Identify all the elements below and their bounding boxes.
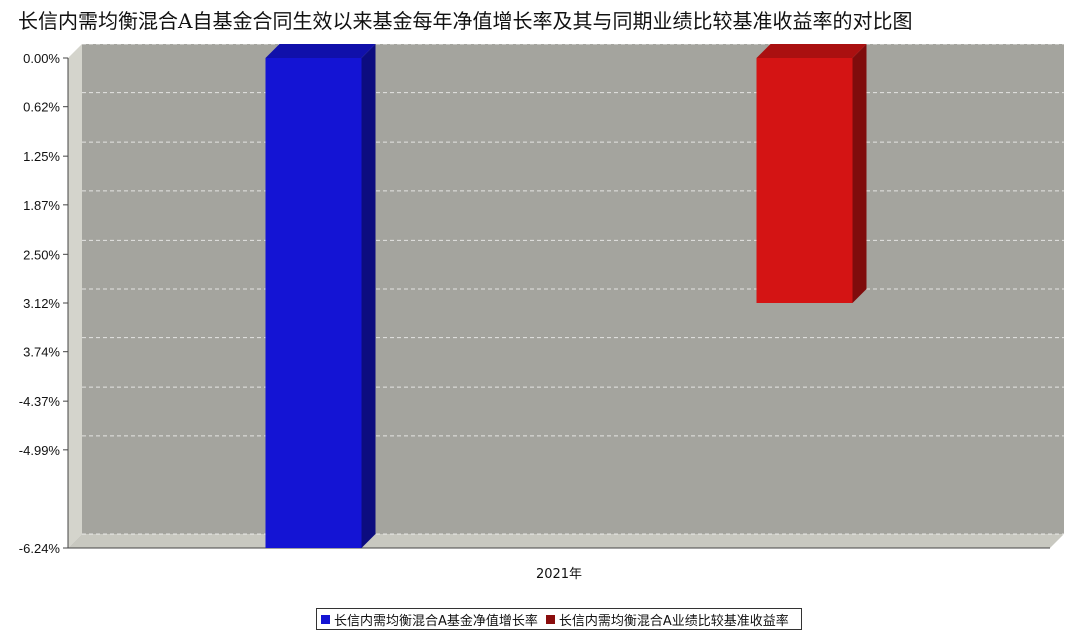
x-axis-ticks: 2021年 <box>536 567 582 582</box>
plot-background <box>67 44 1064 549</box>
y-tick-label: -6.24% <box>19 541 61 556</box>
legend-swatch-fund <box>321 614 330 624</box>
bar-top-benchmark <box>756 44 867 58</box>
bar-side-benchmark <box>852 44 867 303</box>
bar-top-fund <box>265 44 376 58</box>
grid-lines <box>82 43 1064 535</box>
legend-swatch-benchmark <box>545 614 555 624</box>
y-tick-label: 3.12% <box>23 296 60 311</box>
bar-fund <box>265 58 362 548</box>
chart-title: 长信内需均衡混合A自基金合同生效以来基金每年净值增长率及其与同期业绩比较基准收益… <box>18 9 913 33</box>
bars <box>265 44 867 548</box>
y-tick-label: -4.37% <box>19 394 61 409</box>
legend: 长信内需均衡混合A基金净值增长率 长信内需均衡混合A业绩比较基准收益率 <box>316 608 802 630</box>
y-tick-label: -4.99% <box>19 443 61 458</box>
y-tick-label: 0.62% <box>23 100 60 115</box>
y-tick-label: 1.87% <box>23 198 60 213</box>
y-tick-label: 2.50% <box>23 247 60 262</box>
bar-side-fund <box>361 44 376 548</box>
x-tick-label: 2021年 <box>536 567 582 582</box>
y-axis-ticks: 0.00% 0.62% 1.25% 1.87% 2.50% 3.12% 3.74% -4.37… <box>19 51 68 556</box>
legend-item-benchmark: 长信内需均衡混合A业绩比较基准收益率 <box>545 610 789 629</box>
plot-floor <box>68 534 1064 548</box>
legend-label-benchmark: 长信内需均衡混合A业绩比较基准收益率 <box>558 613 789 629</box>
y-tick-label: 3.74% <box>23 345 60 360</box>
legend-item-fund: 长信内需均衡混合A基金净值增长率 <box>321 610 538 629</box>
legend-label-fund: 长信内需均衡混合A基金净值增长率 <box>334 613 538 629</box>
plot-side-wall <box>68 44 82 548</box>
y-tick-label: 0.00% <box>23 51 60 66</box>
bar-benchmark <box>756 58 853 303</box>
y-tick-label: 1.25% <box>23 149 60 164</box>
